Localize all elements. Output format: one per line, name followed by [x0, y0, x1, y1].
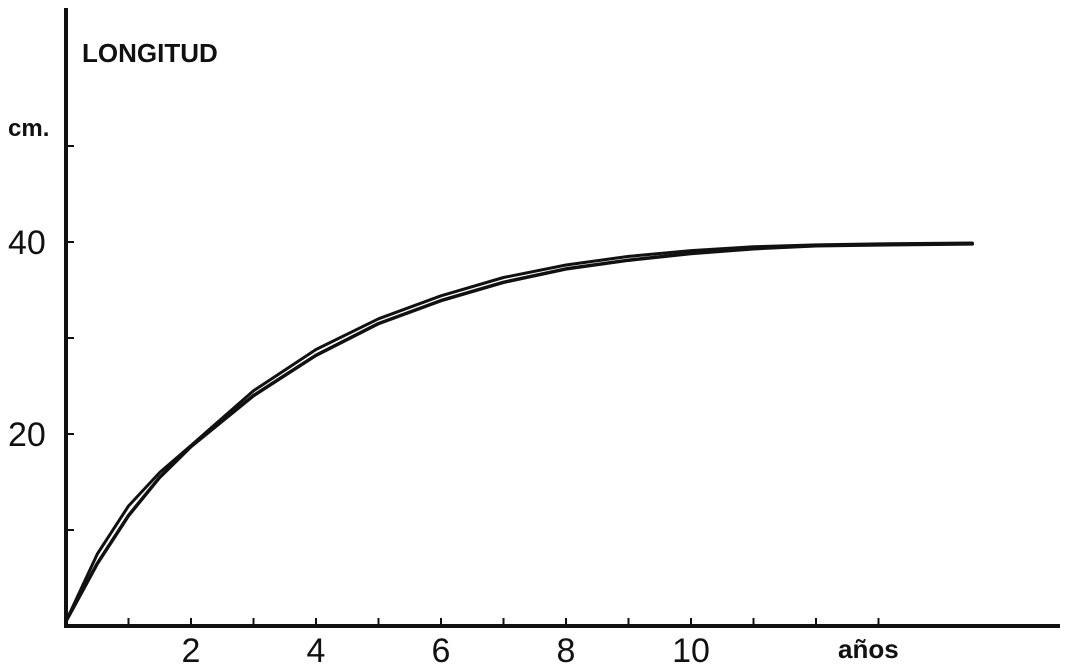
- y-axis-label: cm.: [8, 115, 49, 142]
- x-tick-label: 10: [672, 632, 710, 665]
- series-line: [64, 242, 975, 623]
- axis-ticks: [66, 145, 880, 626]
- x-tick-label: 2: [182, 632, 201, 665]
- x-tick-label: 4: [307, 632, 326, 665]
- x-tick-label: 6: [432, 632, 451, 665]
- y-tick-label: 20: [8, 416, 46, 454]
- x-tick-labels: 2 4 6 8 10: [182, 632, 710, 665]
- chart-title: LONGITUD: [82, 38, 218, 68]
- x-tick-label: 8: [557, 632, 576, 665]
- y-tick-label: 40: [8, 224, 46, 262]
- series-line: [64, 241, 974, 623]
- series-group: [64, 241, 975, 623]
- x-axis-label: años: [838, 634, 899, 664]
